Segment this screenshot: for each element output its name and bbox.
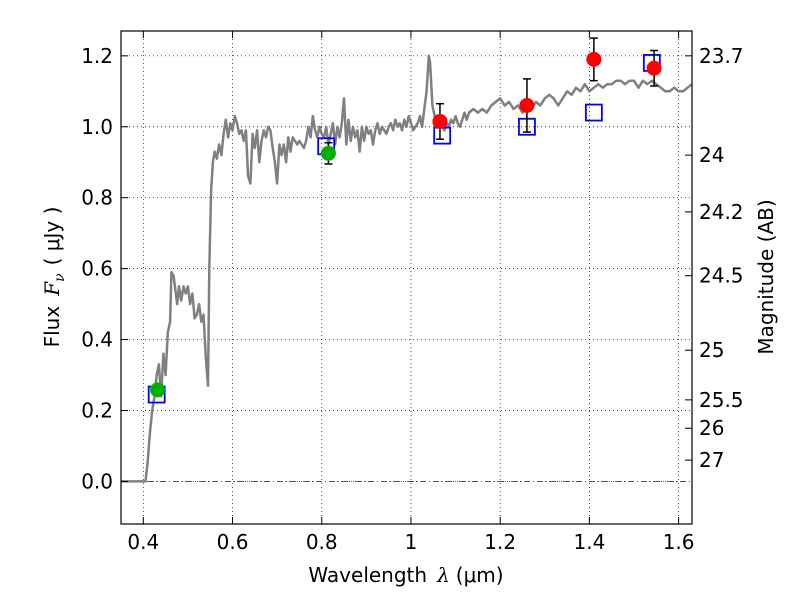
spectrum-line bbox=[121, 54, 692, 483]
y-axis-units: ( μJy ) bbox=[40, 207, 64, 266]
tick-layer: 0.4 0.6 0.8 1 1.2 1.4 1.6 0.0 0.2 0.4 0.6 0.8 1.0 1.2… bbox=[81, 31, 744, 554]
y-axis-subscript: ν bbox=[52, 273, 68, 282]
y-axis-title-text: Flux bbox=[40, 306, 64, 348]
y-axis-title: Flux Fν ( μJy ) bbox=[40, 207, 68, 348]
x-tick-label: 0.4 bbox=[127, 530, 159, 554]
observed-near-ir-point bbox=[432, 113, 448, 129]
y-tick-label: 0.8 bbox=[81, 186, 113, 210]
plot-layer bbox=[121, 37, 692, 483]
y2-tick-label: 25 bbox=[699, 338, 724, 362]
x-tick-label: 1.2 bbox=[484, 530, 516, 554]
x-axis-title-text: Wavelength bbox=[308, 563, 427, 587]
x-tick-label: 0.6 bbox=[217, 530, 249, 554]
observed-near-ir-point bbox=[646, 60, 662, 76]
y2-tick-label: 25.5 bbox=[699, 388, 744, 412]
y2-axis-title: Magnitude (AB) bbox=[754, 199, 778, 354]
y-tick-label: 1.2 bbox=[81, 44, 113, 68]
y2-tick-label: 24.5 bbox=[699, 264, 744, 288]
y-axis-symbol: F bbox=[40, 281, 64, 297]
observed-optical-point bbox=[150, 382, 166, 398]
x-tick-label: 0.8 bbox=[306, 530, 338, 554]
y2-tick-label: 27 bbox=[699, 448, 724, 472]
x-tick-label: 1.4 bbox=[573, 530, 605, 554]
x-tick-label: 1.6 bbox=[663, 530, 695, 554]
x-axis-units: (μm) bbox=[456, 563, 504, 587]
observed-optical-point bbox=[320, 145, 336, 161]
plot-frame bbox=[120, 30, 693, 525]
y-tick-label: 1.0 bbox=[81, 115, 113, 139]
observed-near-ir-point bbox=[586, 51, 602, 67]
y2-tick-label: 26 bbox=[699, 416, 724, 440]
x-axis-symbol: λ bbox=[436, 563, 450, 587]
y2-tick-label: 24 bbox=[699, 143, 724, 167]
x-axis-title: Wavelength λ (μm) bbox=[308, 563, 503, 587]
y-tick-label: 0.4 bbox=[81, 328, 113, 352]
model-photometry-square bbox=[584, 103, 603, 122]
y-tick-label: 0.2 bbox=[81, 399, 113, 423]
y-tick-label: 0.6 bbox=[81, 257, 113, 281]
y-tick-label: 0.0 bbox=[81, 469, 113, 493]
observed-near-ir-point bbox=[519, 97, 535, 113]
x-tick-label: 1 bbox=[405, 530, 418, 554]
y2-tick-label: 23.7 bbox=[699, 44, 744, 68]
y2-tick-label: 24.2 bbox=[699, 200, 744, 224]
